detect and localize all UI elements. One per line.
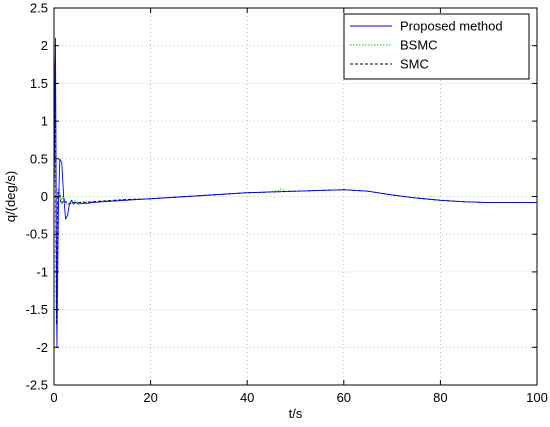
series-line-proposed-method <box>53 37 537 348</box>
y-tick-label: 2.5 <box>30 1 48 16</box>
legend-label: SMC <box>400 57 429 72</box>
x-tick-label: 0 <box>50 390 57 405</box>
y-axis-label: q/(deg/s) <box>3 171 18 222</box>
plot-area <box>53 37 537 348</box>
y-tick-label: 1 <box>41 114 48 129</box>
legend-label: BSMC <box>400 38 438 53</box>
x-axis-label: t/s <box>289 406 303 421</box>
y-tick-label: -2 <box>36 340 48 355</box>
y-tick-label: 0.5 <box>30 151 48 166</box>
y-tick-label: 1.5 <box>30 76 48 91</box>
x-tick-label: 20 <box>143 390 157 405</box>
y-tick-label: 0 <box>41 189 48 204</box>
y-tick-label: -2.5 <box>26 378 48 393</box>
y-tick-label: 2 <box>41 38 48 53</box>
y-tick-label: -0.5 <box>26 227 48 242</box>
x-tick-label: 80 <box>433 390 447 405</box>
y-tick-label: -1.5 <box>26 302 48 317</box>
x-tick-label: 100 <box>526 390 548 405</box>
legend: Proposed method BSMC SMC <box>343 13 530 80</box>
axis-ticks: 0 20 40 60 80 100 -2.5 -2 -1.5 -1 -0.5 0 0.5 1 1.5 2 2.5 <box>26 1 548 406</box>
x-tick-label: 40 <box>240 390 254 405</box>
x-tick-label: 60 <box>337 390 351 405</box>
grid-lines <box>54 8 537 385</box>
y-tick-label: -1 <box>36 264 48 279</box>
legend-label: Proposed method <box>400 19 503 34</box>
legend-box <box>343 13 530 80</box>
